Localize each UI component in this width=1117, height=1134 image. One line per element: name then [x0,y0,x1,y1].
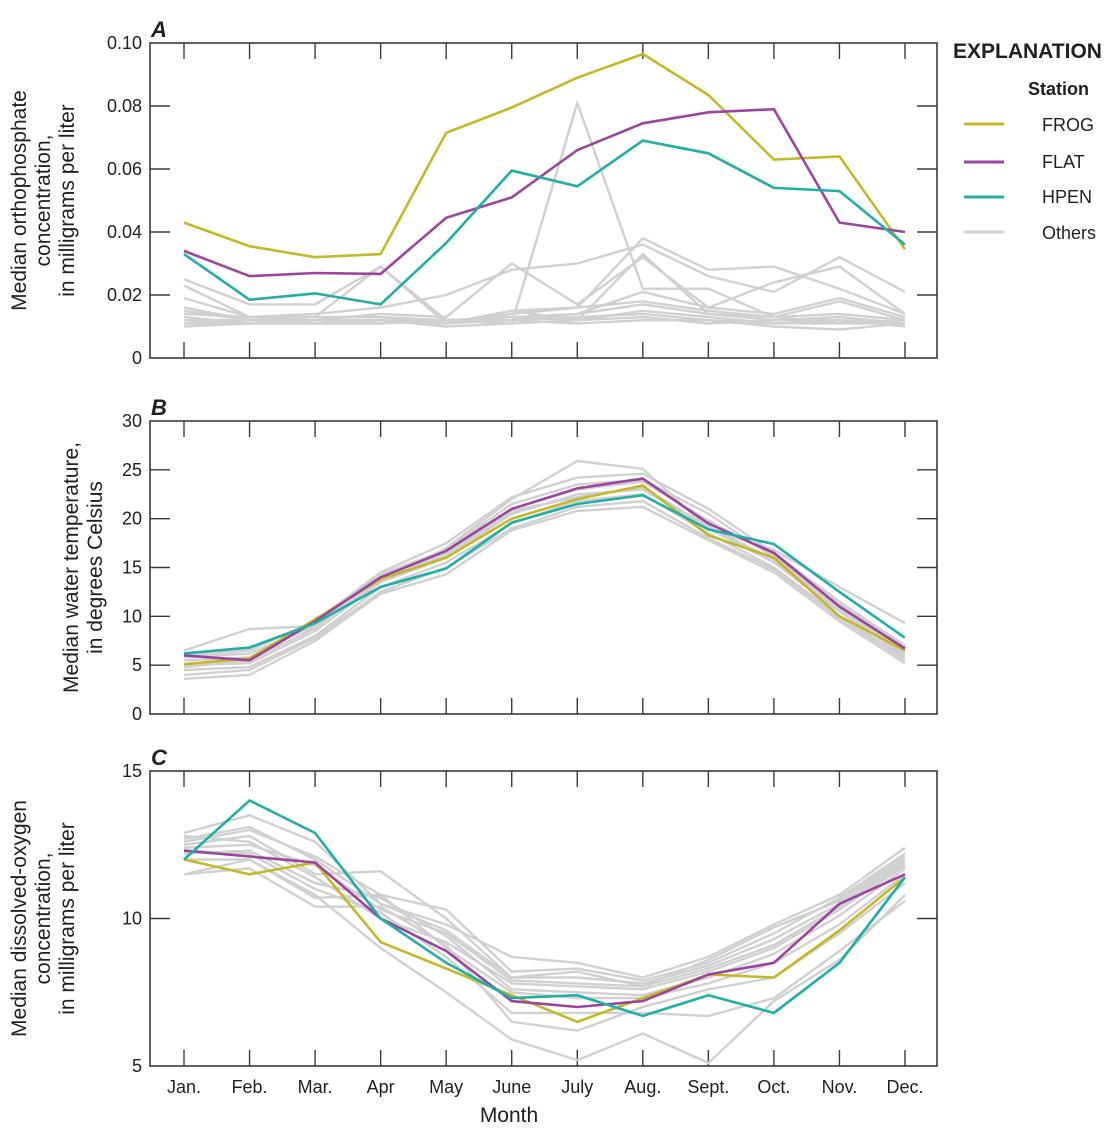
panel-a: 0 0.02 0.04 0.06 0.08 0.10 A Median orthophosph… [8,17,938,368]
y-tick-label: 10 [122,606,142,626]
legend-entry-flat: FLAT [964,152,1085,172]
y-tick-label: 0 [132,704,142,724]
series-line-other-station [183,290,906,322]
y-axis-title-line: Median water temperature, [60,442,83,693]
panel-letter: B [151,395,167,420]
y-axis-title-line: Median orthophosphate [8,90,31,311]
series-line-other-station [183,858,906,1065]
series-line-other-station [183,849,906,1018]
y-tick-label: 20 [122,509,142,529]
plot-area [183,798,907,1065]
series-line-other-station [183,499,906,677]
series-line-frog [183,858,906,1024]
legend-label-others: Others [1042,223,1096,243]
x-tick-label: Mar. [298,1077,333,1097]
y-tick-label: 25 [122,460,142,480]
panel-c: 5 10 15 C Median dissolved-oxygen concentrati… [8,745,938,1076]
plot-area [183,459,906,680]
y-tick-label: 15 [122,761,142,781]
y-tick-label: 15 [122,558,142,578]
legend-entry-hpen: HPEN [964,187,1092,207]
y-tick-label: 5 [132,1056,142,1076]
x-tick-label: May [429,1077,463,1097]
y-tick-label: 0.08 [107,96,142,116]
series-line-frog [183,484,906,666]
series-line-hpen [183,139,906,306]
plot-frame [149,770,938,1067]
x-tick-label: Sept. [687,1077,729,1097]
series-line-other-station [183,318,906,328]
legend-label-flat: FLAT [1042,152,1085,172]
legend: EXPLANATION Station FROG FLAT HPEN Other… [953,40,1102,243]
y-tick-label: 0.10 [107,33,142,53]
y-axis-title-line: in degrees Celsius [84,481,107,654]
plot-frame [149,420,938,715]
x-tick-label: Nov. [822,1077,858,1097]
series-line-other-station [183,814,906,979]
y-tick-label: 0.04 [107,222,142,242]
series-line-flat [183,849,906,1009]
series-line-other-station [183,834,906,991]
y-axis-title-line: in milligrams per liter [56,104,79,297]
x-tick-label: Aug. [624,1077,661,1097]
x-tick-label: Dec. [886,1077,923,1097]
panel-letter: A [150,17,167,42]
series-line-other-station [183,834,906,985]
y-tick-label: 0.02 [107,285,142,305]
series-line-flat [183,107,906,278]
x-tick-label: July [561,1077,593,1097]
legend-entry-others: Others [964,223,1096,243]
x-tick-label: Apr [367,1077,395,1097]
series-line-other-station [183,849,906,997]
plot-area [183,52,907,331]
legend-title: EXPLANATION [953,40,1102,63]
x-tick-label: Jan. [167,1077,201,1097]
legend-subtitle: Station [1028,79,1089,99]
x-tick-label: June [492,1077,531,1097]
series-line-other-station [183,825,906,988]
legend-entry-frog: FROG [964,115,1094,135]
series-line-hpen [183,798,907,1018]
y-axis-title-line: concentration, [32,853,55,985]
y-tick-label: 10 [122,909,142,929]
y-tick-label: 30 [122,411,142,431]
x-axis-labels: Jan. Feb. Mar. Apr May June July Aug. Se… [167,1077,924,1097]
series-line-hpen [183,493,906,655]
x-tick-label: Oct. [757,1077,790,1097]
x-axis-title: Month [480,1104,538,1127]
y-tick-label: 0 [132,348,142,368]
series-line-other-station [184,858,906,1000]
series-line-other-station [183,828,906,982]
x-tick-label: Feb. [232,1077,268,1097]
series-line-other-station [183,99,905,325]
series-line-other-station [183,243,906,319]
y-axis-title-line: in milligrams per liter [56,822,79,1015]
y-axis-title-line: Median dissolved-oxygen [8,800,31,1037]
legend-label-hpen: HPEN [1042,187,1092,207]
series-line-other-station [183,505,906,680]
series-line-frog [183,52,907,259]
y-axis-title-line: concentration, [32,135,55,267]
panel-letter: C [151,745,168,770]
panel-b: 0 5 10 15 20 25 30 B Median water temperature, in… [60,395,938,724]
y-tick-label: 0.06 [107,159,142,179]
legend-label-frog: FROG [1042,115,1094,135]
y-tick-label: 5 [132,655,142,675]
